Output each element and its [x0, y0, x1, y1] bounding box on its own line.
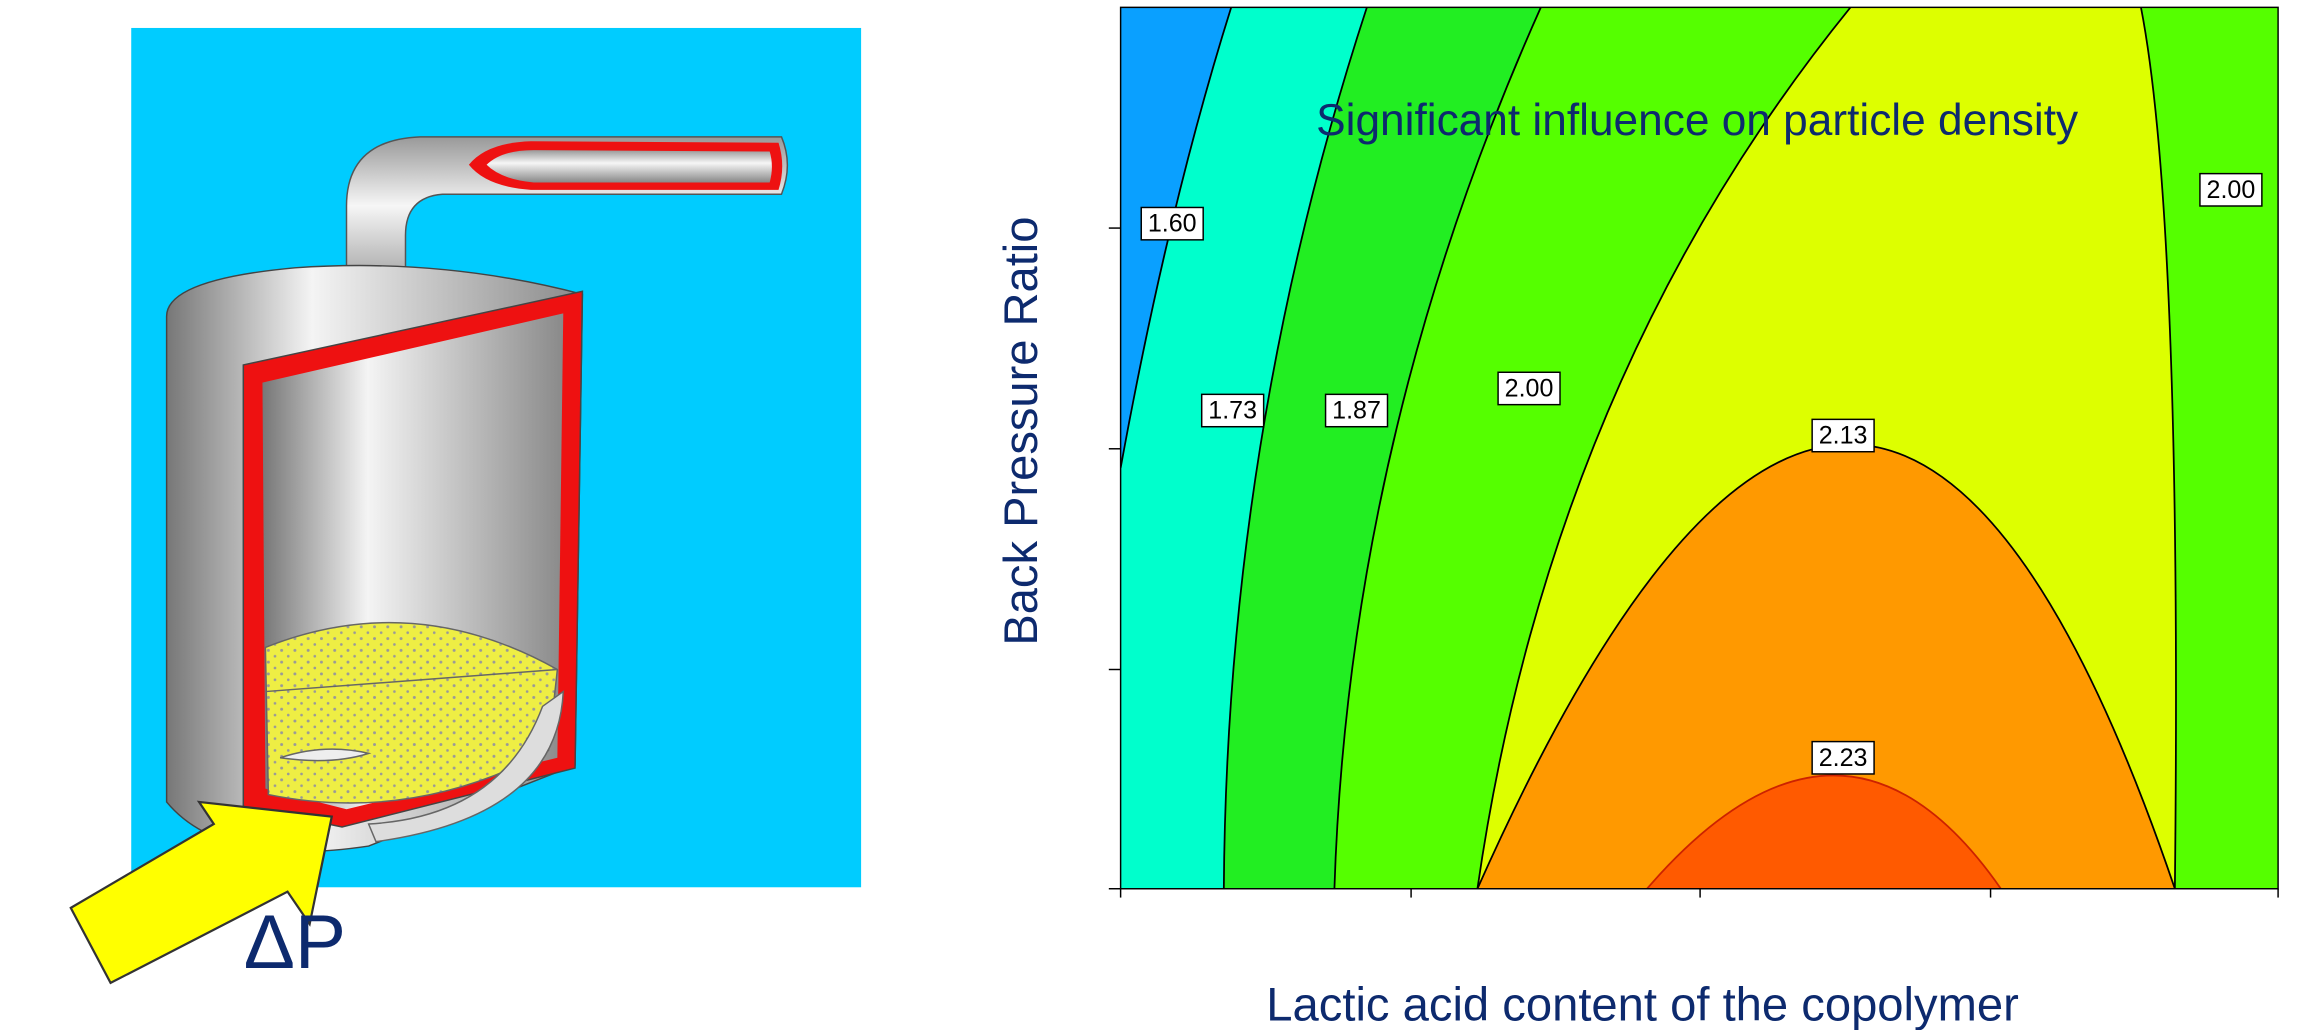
illustration: ΔP [71, 28, 861, 985]
page: ΔP Significant influence on particle den… [0, 0, 2312, 1030]
chart-title: Significant influence on particle densit… [1316, 96, 2078, 145]
contour-label: 2.00 [1505, 375, 1554, 403]
contour-label: 2.13 [1819, 422, 1868, 450]
contour-label: 1.87 [1332, 397, 1381, 425]
contour-label: 1.60 [1148, 210, 1197, 238]
pipe-inner [487, 150, 772, 182]
annotation: ΔP [244, 900, 346, 985]
y-axis-label: Back Pressure Ratio [994, 217, 1047, 646]
x-axis-label: Lactic acid content of the copolymer [1266, 977, 2019, 1030]
contour-label: 1.73 [1208, 397, 1257, 425]
contour-label: 2.23 [1819, 744, 1868, 772]
contour-label: 2.00 [2207, 176, 2256, 204]
